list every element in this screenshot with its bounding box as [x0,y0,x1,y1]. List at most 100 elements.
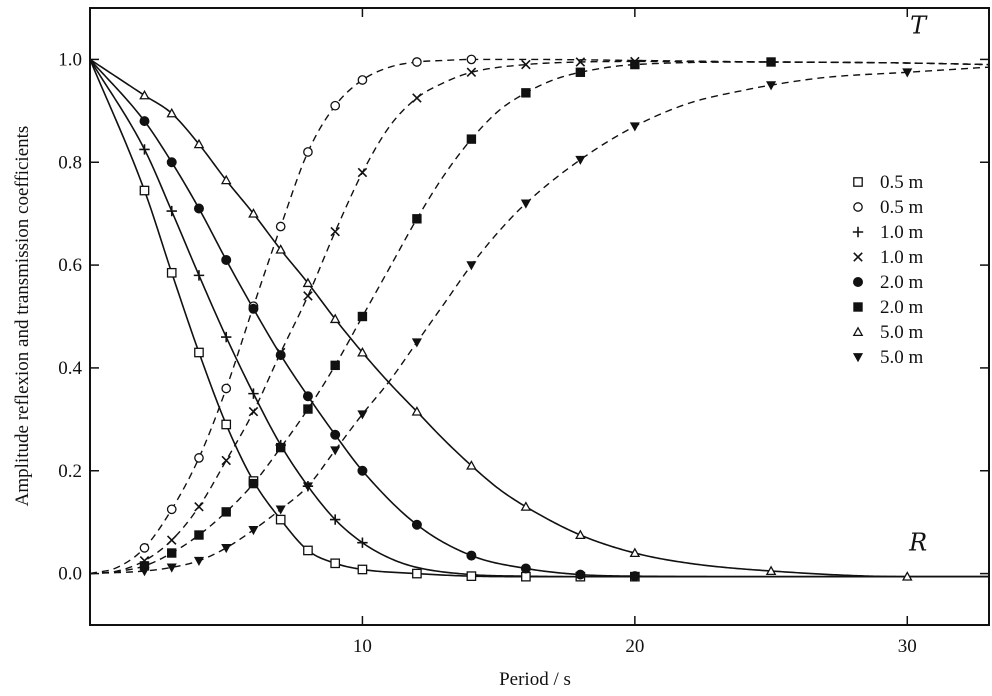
data-point-0-5 [275,514,286,525]
legend: 0.5 m 0.5 m 1.0 m 1.0 m 2.0 m 2.0 m 5.0 m 5.0 m [852,172,924,368]
data-point-3-3 [221,455,231,466]
data-point-5-5 [275,442,286,453]
data-point-0-0 [139,185,150,196]
data-point-6-13 [629,547,641,558]
data-point-4-7 [330,429,341,440]
data-point-4-12 [575,569,586,580]
plot-frame [89,7,990,626]
data-point-2-2 [193,270,205,281]
y-tick-label-5: 1.0 [58,49,82,70]
data-point-3-9 [412,93,422,103]
data-point-3-11 [521,59,531,70]
data-point-1-10 [466,54,477,65]
x-axis-label: Period / s [499,669,571,690]
data-point-5-8 [357,311,368,322]
data-point-7-15 [902,68,913,78]
series-line-transmission-7 [89,66,990,575]
data-point-6-5 [275,244,287,254]
data-point-7-10 [466,261,477,271]
data-point-0-3 [221,419,232,430]
data-point-0-6 [303,545,313,556]
data-point-6-3 [220,174,232,185]
x-tick-label-2: 30 [898,636,917,657]
legend-marker-6 [852,326,864,337]
y-tick-label-0: 0.0 [58,564,82,585]
legend-label-2: 1.0 m [880,222,924,243]
data-point-5-13 [630,59,640,70]
data-point-7-6 [302,482,313,492]
data-point-7-14 [766,81,777,91]
data-point-3-2 [194,501,204,512]
data-point-7-11 [520,199,531,209]
data-point-4-2 [193,203,204,214]
data-point-5-3 [221,507,231,517]
data-point-5-1 [167,548,177,558]
data-point-5-14 [766,57,776,67]
data-point-4-11 [520,563,531,574]
data-point-5-12 [575,67,586,77]
legend-marker-4 [853,277,863,287]
y-tick-label-3: 0.6 [58,255,82,276]
data-point-3-4 [248,406,259,417]
data-point-3-8 [357,167,368,178]
data-point-4-0 [139,116,150,127]
legend-marker-1 [853,202,863,212]
legend-label-6: 5.0 m [880,322,924,343]
data-point-4-4 [248,303,259,314]
curve-labels: TR [908,12,928,557]
legend-label-7: 5.0 m [880,347,924,368]
data-point-5-10 [466,134,477,144]
data-point-7-4 [248,526,259,536]
series-line-transmission-1 [89,58,990,575]
x-tick-label-1: 20 [625,636,644,657]
data-point-1-8 [357,75,368,85]
data-point-1-5 [275,221,286,232]
data-point-5-2 [194,530,204,540]
y-axis-label: Amplitude reflexion and transmission coe… [12,126,33,507]
data-point-1-3 [221,383,232,394]
data-point-0-9 [412,568,422,579]
data-point-2-0 [139,144,150,155]
data-point-6-9 [411,406,423,416]
data-point-2-1 [166,205,177,217]
series-line-transmission-3 [89,60,990,575]
y-tick-label-4: 0.8 [58,152,82,173]
data-point-7-13 [629,122,640,132]
legend-marker-5 [853,302,863,312]
data-point-1-0 [139,543,150,553]
data-point-4-5 [275,350,286,361]
data-point-1-1 [166,504,177,515]
data-point-5-7 [330,360,340,371]
data-point-6-2 [193,138,205,149]
data-point-7-12 [575,155,586,165]
legend-marker-7 [852,353,864,363]
data-point-6-8 [357,346,368,357]
data-point-3-10 [466,67,477,78]
series-line-transmission-5 [89,61,990,575]
legend-label-0: 0.5 m [880,172,924,193]
data-point-6-11 [520,501,532,511]
data-point-6-6 [302,277,314,288]
data-point-6-0 [139,89,150,100]
data-point-0-2 [194,347,204,358]
data-point-7-1 [166,563,177,573]
data-point-4-1 [166,157,177,168]
curve-label-T: T [910,12,928,40]
legend-label-3: 1.0 m [880,247,924,268]
data-point-0-8 [357,564,368,575]
data-point-0-11 [521,571,531,582]
data-point-1-7 [330,100,341,111]
legend-label-4: 2.0 m [880,272,924,293]
data-point-4-3 [221,254,232,265]
data-point-2-4 [248,388,259,399]
legend-marker-0 [853,177,863,187]
data-point-5-6 [303,404,313,414]
legend-marker-3 [853,252,863,262]
data-point-7-2 [193,556,205,566]
data-point-7-8 [357,410,368,420]
data-point-6-14 [765,565,777,576]
data-point-4-10 [466,550,477,561]
series-line-reflexion-4 [89,58,989,578]
data-point-2-3 [221,331,232,343]
